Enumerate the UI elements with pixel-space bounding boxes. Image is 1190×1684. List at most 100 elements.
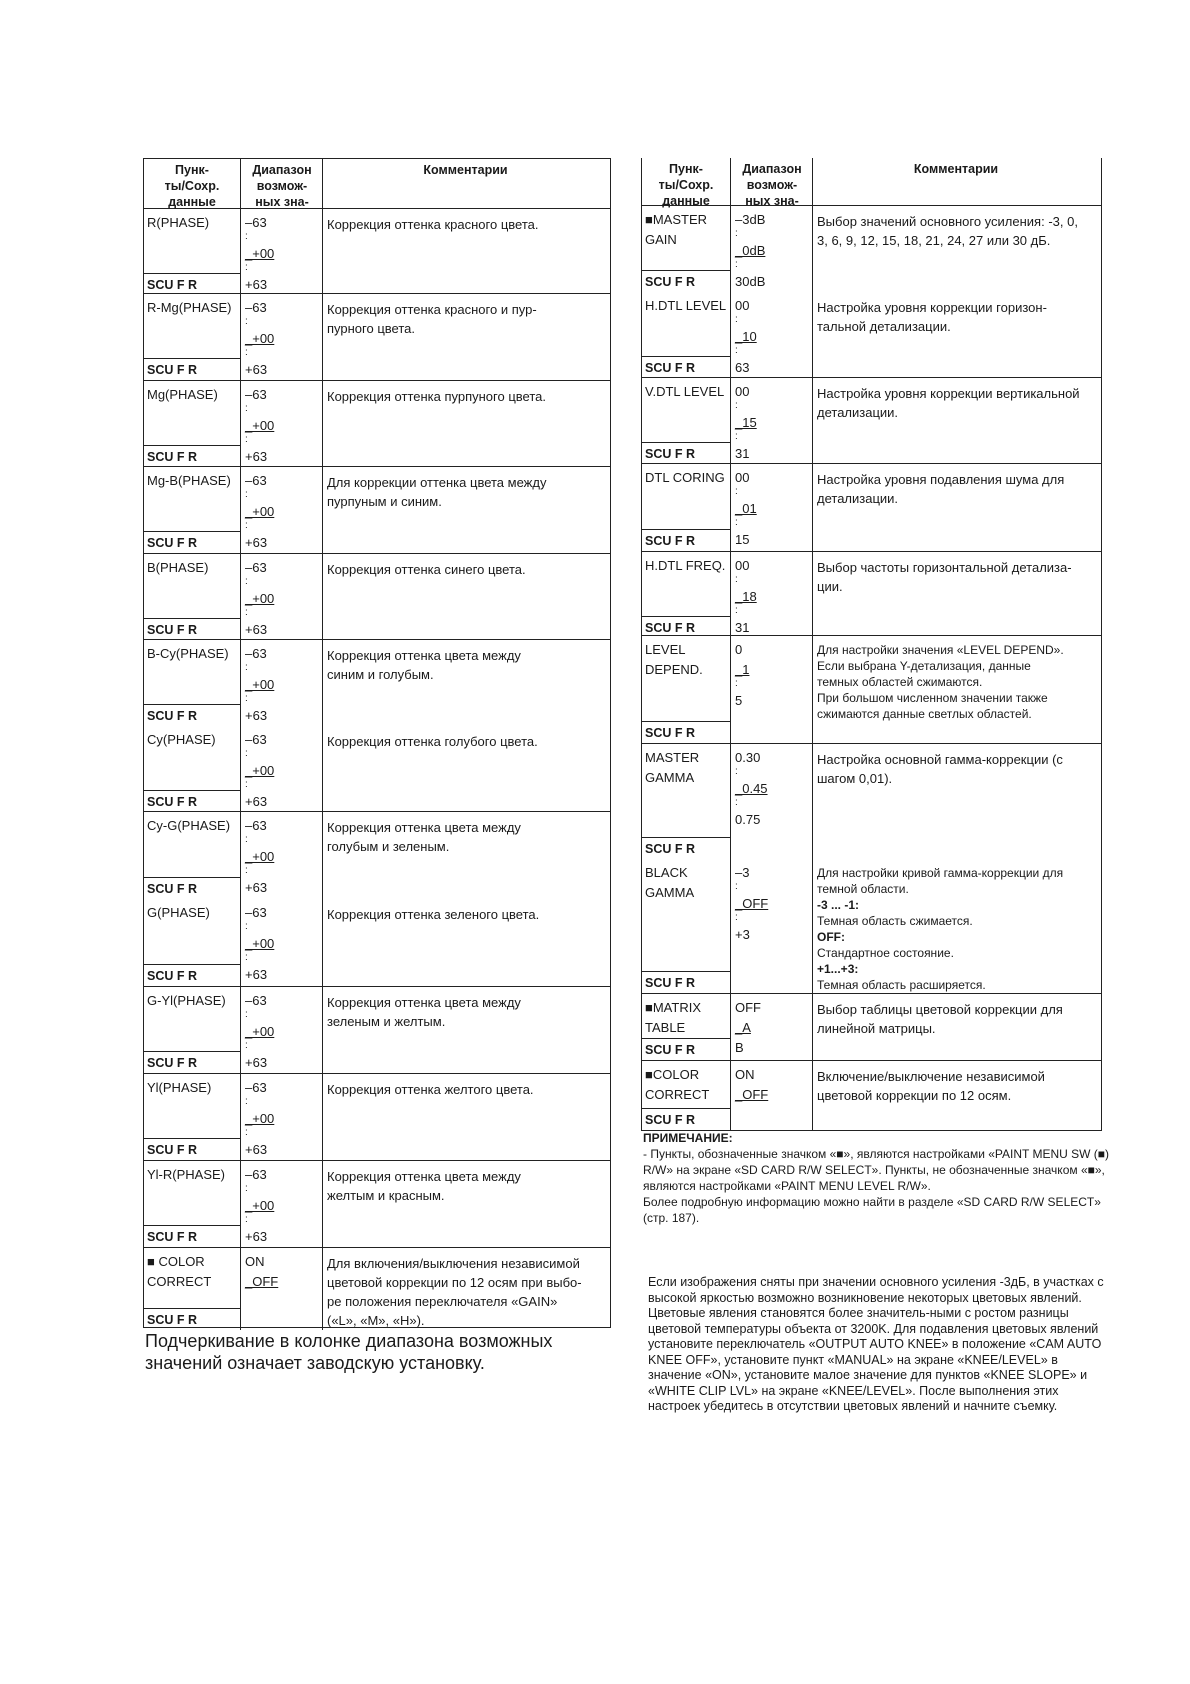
range-value: 00 xyxy=(735,468,809,488)
item-name: R(PHASE) xyxy=(147,215,210,230)
range-value: 0 xyxy=(735,640,809,660)
range-cell: 00: _01:15 xyxy=(731,464,813,551)
comment-line: Для коррекции оттенка цвета между xyxy=(327,475,547,490)
comment-cell: Для настройки кривой гамма-коррекции для… xyxy=(813,859,1099,993)
item-name: Mg(PHASE) xyxy=(147,387,218,402)
range-ellipsis: : xyxy=(245,403,248,414)
setting-item: H.DTL FREQ. SCU F R 00: _18:31 Выбор частоты… xyxy=(642,552,1101,638)
scu-label: SCU F R xyxy=(144,1308,240,1330)
item-cell: MASTER GAMMA SCU F R xyxy=(642,744,731,859)
scu-label: SCU F R xyxy=(144,704,240,726)
default-value-text: _15 xyxy=(735,415,757,430)
range-ellipsis: : xyxy=(245,607,248,618)
comment-line: Коррекция оттенка красного и пур- xyxy=(327,302,537,317)
value-text: –63 xyxy=(245,215,267,230)
range-ellipsis: : xyxy=(735,400,738,411)
table-row: Yl(PHASE) SCU F R –63: _+00: +63 Коррекция от… xyxy=(144,1074,610,1161)
item-name: BLACK GAMMA xyxy=(645,865,695,900)
value-text: –63 xyxy=(245,818,267,833)
value-text: 31 xyxy=(735,620,750,635)
range-default-value: _+00 xyxy=(245,1109,319,1129)
note-block: ПРИМЕЧАНИЕ: - Пункты, обозначенные значк… xyxy=(643,1130,1113,1226)
comment-line: Выбор таблицы цветовой коррекции для xyxy=(817,1002,1063,1017)
range-default-value: _18 xyxy=(735,587,809,607)
value-text: +63 xyxy=(245,794,268,809)
comment-cell: Выбор таблицы цветовой коррекции для лине… xyxy=(813,994,1099,1060)
range-cell: –63: _+00: +63 xyxy=(241,812,323,899)
setting-item: MASTER GAMMA SCU F R 0.30: _0.45:0.75 Настро… xyxy=(642,744,1101,859)
range-ellipsis: : xyxy=(245,347,248,358)
range-value: 15 xyxy=(735,530,809,550)
comment-line: темной области. xyxy=(817,882,909,896)
range-cell: –63: _+00: +63 xyxy=(241,1074,323,1160)
value-text: –63 xyxy=(245,905,267,920)
comment-line: Коррекция оттенка цвета между xyxy=(327,648,521,663)
note-heading: ПРИМЕЧАНИЕ: xyxy=(643,1131,733,1145)
range-value: –63 xyxy=(245,1078,319,1098)
range-value: +63 xyxy=(245,1227,319,1247)
range-cell: ON _OFF xyxy=(241,1248,323,1330)
comment-cell: Коррекция оттенка цвета между голубым и з… xyxy=(323,812,608,899)
comment-cell: Настройка основной гамма-коррекции (с шаг… xyxy=(813,744,1099,859)
comment-line: ре положения переключателя «GAIN» xyxy=(327,1294,558,1309)
range-ellipsis: : xyxy=(245,834,248,845)
comment-line: ции. xyxy=(817,579,843,594)
setting-item: ■ COLOR CORRECT SCU F R ON _OFF Для включени… xyxy=(144,1248,610,1330)
comment-cell: Для включения/выключения независимой цвет… xyxy=(323,1248,608,1330)
value-text: –3 xyxy=(735,865,750,880)
comment-line: шагом 0,01). xyxy=(817,771,893,786)
default-value-text: _18 xyxy=(735,589,757,604)
header-col3: Комментарии xyxy=(913,162,999,176)
item-name: MASTER GAMMA xyxy=(645,750,700,785)
range-cell: –63: _+00: +63 xyxy=(241,899,323,986)
default-value-text: _+00 xyxy=(245,677,275,692)
default-value-text: _+00 xyxy=(245,936,275,951)
range-value: +63 xyxy=(245,878,319,898)
value-text: OFF xyxy=(735,1000,761,1015)
range-value: –63 xyxy=(245,471,319,491)
item-cell: ■MATRIX TABLE SCU F R xyxy=(642,994,731,1060)
range-default-value: _+00 xyxy=(245,1022,319,1042)
range-cell: –63: _+00: +63 xyxy=(241,640,323,726)
table-row: Mg-B(PHASE) SCU F R –63: _+00: +63 Для коррек… xyxy=(144,467,610,554)
value-text: –63 xyxy=(245,1167,267,1182)
header-col2: Диапазон возмож- ных зна- xyxy=(731,158,813,209)
range-ellipsis: : xyxy=(245,952,248,963)
comment-line: Коррекция оттенка цвета между xyxy=(327,820,521,835)
default-value-text: _+00 xyxy=(245,591,275,606)
range-value: 30dB xyxy=(735,272,809,292)
default-value-text: _OFF xyxy=(735,1087,769,1102)
item-cell: H.DTL LEVEL SCU F R xyxy=(642,292,731,378)
range-ellipsis: : xyxy=(735,314,738,325)
item-cell: DTL CORING SCU F R xyxy=(642,464,731,551)
range-value: –63 xyxy=(245,903,319,923)
item-cell: B(PHASE) SCU F R xyxy=(144,554,241,640)
range-value: 31 xyxy=(735,618,809,638)
comment-line: Настройка уровня коррекции вертикальной xyxy=(817,386,1080,401)
default-value-text: _+00 xyxy=(245,763,275,778)
range-default-value: _A xyxy=(735,1018,809,1038)
item-name: G-Yl(PHASE) xyxy=(147,993,226,1008)
default-value-text: _OFF xyxy=(245,1274,279,1289)
range-default-value: _0.45 xyxy=(735,779,809,799)
range-cell: 00: _18:31 xyxy=(731,552,813,638)
range-default-value: _OFF xyxy=(735,894,809,914)
comment-line: тальной детализации. xyxy=(817,319,951,334)
item-name: ■COLOR CORRECT xyxy=(645,1067,710,1102)
comment-line: цветовой коррекции по 12 осям. xyxy=(817,1088,1012,1103)
comment-cell: Для коррекции оттенка цвета между пурпуны… xyxy=(323,467,608,553)
header-col2: Диапазон возмож- ных зна- xyxy=(241,159,323,210)
comment-line: OFF: xyxy=(817,930,845,944)
comment-cell: Коррекция оттенка желтого цвета. xyxy=(323,1074,608,1160)
item-cell: BLACK GAMMA SCU F R xyxy=(642,859,731,993)
scu-label: SCU F R xyxy=(144,964,240,986)
comment-cell: Коррекция оттенка красного и пур-пурного… xyxy=(323,294,608,380)
comment-line: цветовой коррекции по 12 осям при выбо- xyxy=(327,1275,582,1290)
table-row: ■MASTER GAIN SCU F R –3dB: _0dB:30dB Выбор з… xyxy=(642,206,1101,378)
range-value: +63 xyxy=(245,792,319,812)
scu-label: SCU F R xyxy=(642,1108,730,1130)
note-line: - Пункты, обозначенные значком «■», явля… xyxy=(643,1147,1110,1193)
scu-label: SCU F R xyxy=(642,837,730,859)
range-ellipsis: : xyxy=(245,262,248,273)
item-cell: Mg(PHASE) SCU F R xyxy=(144,381,241,467)
